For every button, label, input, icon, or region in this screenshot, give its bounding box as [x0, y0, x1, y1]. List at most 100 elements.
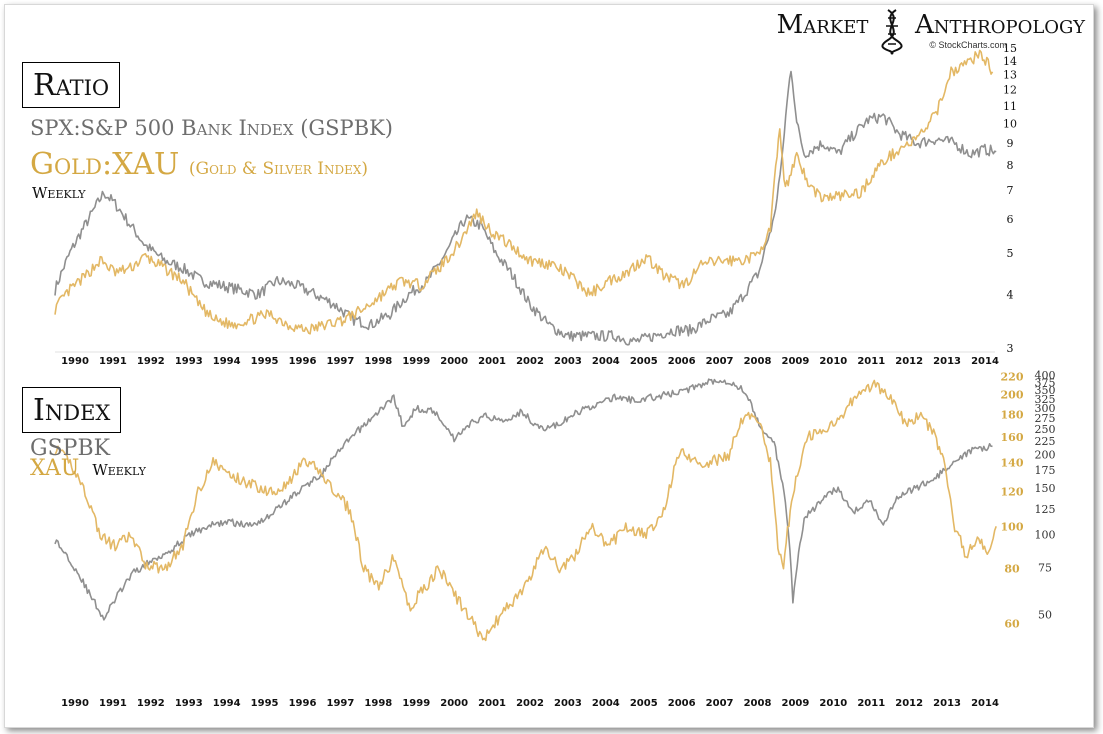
index-x-tick-1994: 1994	[213, 698, 241, 709]
index-series-gspbk	[54, 378, 993, 621]
ratio-x-tick-2013: 2013	[933, 356, 961, 367]
ratio-x-tick-2001: 2001	[478, 356, 506, 367]
ratio-x-tick-1994: 1994	[213, 356, 241, 367]
index-x-tick-1999: 1999	[402, 698, 430, 709]
index-chart: 60 80 100 120 140 160 180 200 220 50 75 100 125 150 17…	[54, 369, 1056, 709]
ratio-x-tick-1998: 1998	[364, 356, 392, 367]
ratio-y-tick-7: 7	[1007, 184, 1014, 197]
index-grey-y-tick-350: 350	[1035, 384, 1056, 397]
index-grey-y-tick-75: 75	[1038, 562, 1052, 575]
ratio-y-tick-3: 3	[1007, 342, 1014, 355]
ratio-gold-main: Gold:XAU	[30, 147, 180, 182]
ratio-x-tick-1996: 1996	[289, 356, 317, 367]
ratio-gold-sub: (Gold & Silver Index)	[188, 159, 369, 179]
index-x-tick-1991: 1991	[99, 698, 127, 709]
ratio-y-tick-9: 9	[1007, 137, 1014, 150]
ratio-y-tick-12: 12	[1003, 84, 1017, 97]
brand-name-right: Anthropology	[914, 10, 1085, 40]
index-x-tick-2013: 2013	[933, 698, 961, 709]
ratio-series-grey-label: SPX:S&P 500 Bank Index (GSPBK)	[30, 116, 394, 140]
index-gold-y-tick-80: 80	[1004, 563, 1020, 576]
index-x-tick-1998: 1998	[364, 698, 392, 709]
index-x-tick-2011: 2011	[857, 698, 885, 709]
ratio-x-tick-2009: 2009	[781, 356, 809, 367]
index-gold-y-tick-220: 220	[1001, 370, 1024, 383]
index-grey-y-tick-375: 375	[1035, 376, 1056, 389]
index-x-tick-2002: 2002	[516, 698, 544, 709]
ratio-y-tick-6: 6	[1007, 213, 1014, 226]
ratio-x-tick-1990: 1990	[61, 356, 89, 367]
ratio-y-tick-13: 13	[1003, 69, 1017, 82]
brand-title: Market Anthropology	[777, 10, 1085, 40]
index-gold-y-tick-200: 200	[1001, 388, 1024, 401]
ratio-x-tick-1992: 1992	[137, 356, 165, 367]
index-x-tick-1995: 1995	[251, 698, 279, 709]
index-heading: Index	[22, 387, 122, 433]
ratio-y-tick-10: 10	[1003, 118, 1017, 131]
ratio-x-tick-1991: 1991	[99, 356, 127, 367]
index-grey-y-tick-325: 325	[1035, 393, 1056, 406]
ratio-y-tick-5: 5	[1007, 247, 1014, 260]
index-gold-y-tick-140: 140	[1001, 456, 1024, 469]
index-gold-main: XAU	[30, 456, 80, 481]
index-x-tick-1996: 1996	[289, 698, 317, 709]
index-x-tick-2004: 2004	[592, 698, 620, 709]
ratio-x-tick-2010: 2010	[819, 356, 847, 367]
index-x-tick-2008: 2008	[744, 698, 772, 709]
ratio-frequency: Weekly	[32, 184, 86, 202]
ratio-x-tick-1995: 1995	[251, 356, 279, 367]
index-gold-y-tick-100: 100	[1001, 520, 1024, 533]
index-series-gold-label: XAU Weekly	[30, 456, 146, 481]
index-grey-y-tick-125: 125	[1035, 503, 1056, 516]
index-x-tick-2000: 2000	[440, 698, 468, 709]
ratio-y-tick-15: 15	[1003, 42, 1017, 55]
index-x-tick-2005: 2005	[630, 698, 658, 709]
index-grey-y-tick-200: 200	[1035, 449, 1056, 462]
ratio-x-tick-2012: 2012	[895, 356, 923, 367]
index-x-tick-2007: 2007	[706, 698, 734, 709]
index-grey-y-tick-175: 175	[1035, 464, 1056, 477]
index-x-tick-1993: 1993	[175, 698, 203, 709]
index-grey-y-tick-50: 50	[1038, 608, 1052, 621]
index-x-tick-2001: 2001	[478, 698, 506, 709]
index-x-tick-2003: 2003	[554, 698, 582, 709]
chart-frame	[4, 4, 1094, 728]
ratio-x-tick-2007: 2007	[706, 356, 734, 367]
index-x-tick-1997: 1997	[326, 698, 354, 709]
index-frequency: Weekly	[92, 461, 146, 479]
ratio-x-tick-2004: 2004	[592, 356, 620, 367]
ratio-x-tick-2003: 2003	[554, 356, 582, 367]
index-grey-y-tick-400: 400	[1035, 369, 1056, 382]
ratio-y-tick-11: 11	[1003, 100, 1017, 113]
ratio-y-tick-8: 8	[1007, 159, 1014, 172]
index-gold-y-tick-180: 180	[1001, 408, 1024, 421]
index-grey-y-tick-100: 100	[1035, 528, 1056, 541]
index-gold-y-tick-120: 120	[1001, 486, 1024, 499]
ratio-series-gspbk	[54, 70, 997, 346]
ratio-heading: Ratio	[22, 62, 121, 108]
index-x-tick-2006: 2006	[668, 698, 696, 709]
ratio-series-gold-label: Gold:XAU (Gold & Silver Index)	[30, 147, 368, 182]
index-series-xau	[54, 379, 997, 642]
ratio-y-tick-4: 4	[1007, 288, 1014, 301]
index-grey-y-tick-250: 250	[1035, 423, 1056, 436]
ratio-x-tick-2011: 2011	[857, 356, 885, 367]
index-grey-y-tick-150: 150	[1035, 482, 1056, 495]
dna-helix-icon	[881, 9, 903, 55]
index-grey-y-tick-275: 275	[1035, 412, 1056, 425]
index-series-grey-label: GSPBK	[30, 436, 111, 461]
ratio-x-tick-2014: 2014	[971, 356, 999, 367]
index-grey-y-tick-225: 225	[1035, 435, 1056, 448]
index-x-tick-2012: 2012	[895, 698, 923, 709]
index-x-tick-2014: 2014	[971, 698, 999, 709]
ratio-x-tick-2006: 2006	[668, 356, 696, 367]
ratio-x-tick-2005: 2005	[630, 356, 658, 367]
index-x-tick-1990: 1990	[61, 698, 89, 709]
index-x-tick-2009: 2009	[781, 698, 809, 709]
index-gold-y-tick-60: 60	[1004, 617, 1020, 630]
index-grey-y-tick-300: 300	[1035, 402, 1056, 415]
ratio-x-tick-2008: 2008	[744, 356, 772, 367]
ratio-x-tick-2002: 2002	[516, 356, 544, 367]
